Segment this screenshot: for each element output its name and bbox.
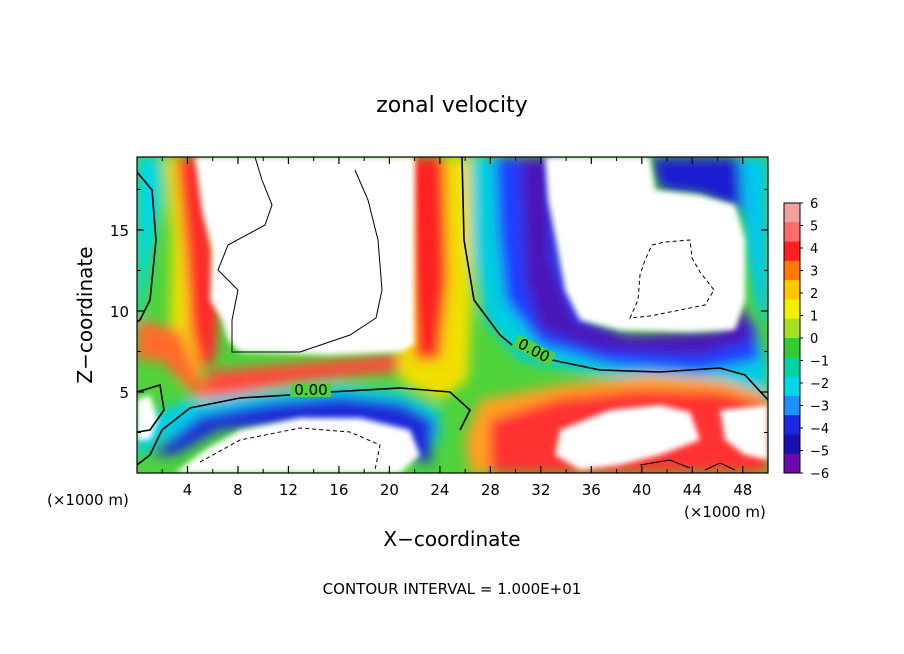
footer-contour-interval: CONTOUR INTERVAL = 1.000E+01	[323, 580, 582, 598]
colorbar-tick-label: 2	[810, 287, 818, 302]
contour-zero-middle	[329, 387, 471, 431]
field-lower-blue	[150, 396, 435, 465]
colorbar-tick-label: 6	[810, 197, 818, 212]
y-tick-label: 15	[110, 222, 129, 240]
contour-zero-left	[137, 171, 157, 323]
colorbar: 6 5 4 3 2 1 0 −1 −2 −3 −4 −5 −6	[783, 197, 829, 482]
field-upper-purple	[520, 157, 752, 355]
contour-thin-upper-left	[217, 157, 383, 353]
field-topright-blue	[650, 157, 768, 250]
field-topright-cyan	[740, 157, 768, 330]
contour-zero-center	[461, 157, 513, 346]
x-tick-label: 32	[531, 481, 550, 499]
x-unit-right: (×1000 m)	[684, 503, 766, 521]
x-tick-label: 24	[430, 481, 449, 499]
colorbar-segment	[784, 357, 800, 378]
colorbar-segment	[784, 395, 800, 416]
colorbar-segment	[784, 241, 800, 262]
x-tick-label: 48	[733, 481, 752, 499]
colorbar-tick-label: −6	[810, 467, 829, 482]
x-axis-label: X−coordinate	[383, 527, 520, 551]
field-left-cyan	[137, 157, 162, 330]
colorbar-tick-label: −4	[810, 422, 829, 437]
white-region-upper-left	[195, 157, 415, 355]
colorbar-segment	[784, 415, 800, 435]
white-region-lower-right	[555, 405, 700, 470]
colorbar-segment	[784, 453, 800, 474]
colorbar-tick-label: −5	[810, 445, 829, 460]
y-tick-label: 10	[110, 303, 129, 321]
x-tick-label: 4	[183, 481, 193, 499]
colorbar-tick-label: 0	[810, 332, 818, 347]
colorbar-tick-label: 3	[810, 265, 818, 280]
y-axis-label: Z−coordinate	[73, 246, 97, 383]
colorbar-tick-label: −3	[810, 400, 829, 415]
contour-zero-left-lower-b	[137, 394, 291, 466]
contour-zero-left-lower	[137, 383, 165, 433]
colorbar-segment	[784, 260, 800, 281]
contour-thin-lines	[217, 157, 736, 471]
x-tick-label: 16	[329, 481, 348, 499]
plot-frame	[136, 156, 769, 474]
colorbar-tick-label: 5	[810, 220, 818, 235]
colorbar-tick-label: 4	[810, 242, 818, 257]
contour-dashed-lower-left	[199, 427, 381, 471]
colorbar-segment	[784, 318, 800, 339]
x-tick-label: 28	[481, 481, 500, 499]
x-tick-label: 40	[632, 481, 651, 499]
colorbar-tick-label: −1	[810, 355, 829, 370]
colorbar-segment	[784, 299, 800, 320]
colorbar-segment	[784, 338, 800, 358]
colorbar-segment	[784, 280, 800, 300]
y-axis-ticks: 5 10 15	[110, 188, 768, 433]
white-region-lower-left	[175, 418, 420, 473]
white-region-lower-right-b	[720, 405, 768, 460]
white-region-upper-right	[545, 157, 745, 332]
chart-title: zonal velocity	[376, 93, 528, 118]
contour-thin-lower-right	[639, 459, 736, 471]
field-center-red	[405, 157, 448, 360]
contour-zero-lines	[137, 157, 768, 466]
contour-zero-right	[551, 359, 768, 401]
x-tick-label: 12	[279, 481, 298, 499]
x-tick-label: 44	[683, 481, 702, 499]
field-upper-band	[205, 352, 430, 398]
colorbar-segment	[784, 434, 800, 455]
x-unit-left: (×1000 m)	[47, 491, 129, 509]
colorbar-tick-label: 1	[810, 310, 818, 325]
colorbar-segment	[784, 376, 800, 397]
contour-dashed-lines	[199, 239, 715, 471]
y-tick-label: 5	[119, 384, 129, 402]
colorbar-tick-label: −2	[810, 377, 829, 392]
x-tick-label: 20	[380, 481, 399, 499]
plot-area: 0.00 0.00	[137, 157, 768, 473]
colorbar-segment	[784, 222, 800, 243]
white-patch-far-left	[137, 395, 158, 440]
x-tick-label: 8	[233, 481, 243, 499]
x-axis-ticks: 4 8 12 16 20 24 28 32 36 40 44 48	[161, 157, 752, 499]
colorbar-segment	[784, 203, 800, 223]
x-tick-label: 36	[582, 481, 601, 499]
contour-label-left: 0.00	[294, 381, 327, 399]
